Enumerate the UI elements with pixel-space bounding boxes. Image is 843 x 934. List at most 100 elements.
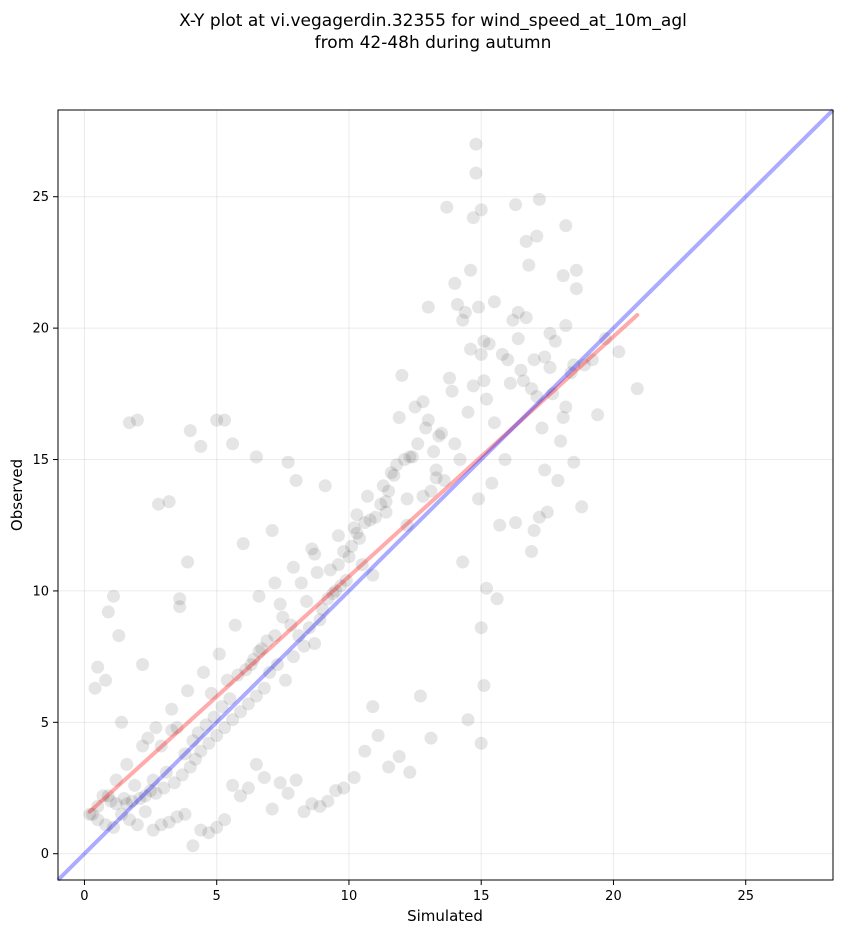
scatter-point [128, 778, 142, 792]
scatter-point [194, 823, 208, 837]
scatter-point [286, 650, 300, 664]
scatter-point [313, 799, 327, 813]
scatter-point [474, 621, 488, 635]
scatter-point [464, 342, 478, 356]
scatter-point [477, 374, 491, 388]
scatter-point [273, 597, 287, 611]
scatter-point [461, 713, 475, 727]
scatter-point [556, 269, 570, 283]
scatter-point [220, 673, 234, 687]
scatter-point [472, 300, 486, 314]
scatter-point [575, 500, 589, 514]
scatter-point [411, 437, 425, 451]
scatter-point [223, 692, 237, 706]
x-axis-ticks: 0 5 10 15 20 25 [80, 880, 754, 904]
scatter-point [466, 211, 480, 225]
scatter-point [469, 137, 483, 151]
scatter-point [567, 455, 581, 469]
scatter-point [207, 710, 221, 724]
scatter-point [559, 219, 573, 233]
scatter-point [257, 771, 271, 784]
scatter-point [138, 789, 152, 803]
scatter-point [554, 434, 568, 448]
scatter-point [474, 347, 488, 361]
scatter-point [130, 818, 144, 832]
scatter-point [300, 594, 314, 608]
scatter-point [419, 421, 433, 435]
x-tick-label: 5 [213, 889, 221, 904]
scatter-point [109, 797, 123, 811]
scatter-point [122, 813, 136, 827]
scatter-point [183, 424, 197, 438]
scatter-point [91, 660, 105, 674]
scatter-point [382, 760, 396, 774]
scatter-point [538, 350, 552, 364]
scatter-point [421, 300, 435, 314]
scatter-point [157, 781, 171, 795]
scatter-point [244, 658, 258, 671]
scatter-point [234, 705, 247, 719]
scatter-point [535, 421, 549, 435]
scatter-point [286, 560, 300, 574]
scatter-point [392, 411, 406, 424]
scatter-points [83, 137, 644, 853]
scatter-point [249, 689, 263, 703]
scatter-point [99, 818, 113, 832]
scatter-point [141, 731, 155, 745]
scatter-point [202, 736, 216, 750]
scatter-point [210, 820, 224, 834]
scatter-point [181, 684, 195, 698]
scatter-point [453, 453, 467, 466]
scatter-point [445, 384, 459, 398]
scatter-point [138, 805, 152, 819]
scatter-point [241, 781, 255, 795]
scatter-point [337, 781, 351, 795]
scatter-point [472, 492, 486, 506]
scatter-point [527, 524, 541, 537]
scatter-point [159, 765, 173, 779]
scatter-point [152, 497, 165, 511]
scatter-point [342, 550, 356, 564]
scatter-point [178, 807, 192, 821]
scatter-point [318, 479, 332, 493]
scatter-point [101, 789, 115, 803]
scatter-point [252, 644, 266, 658]
y-tick-label: 10 [32, 584, 49, 599]
scatter-point [120, 797, 134, 811]
scatter-point [260, 634, 274, 648]
scatter-point [186, 734, 200, 748]
chart-title-line-1: X-Y plot at vi.vegagerdin.32355 for wind… [179, 11, 687, 31]
scatter-point [567, 358, 581, 372]
y-tick-label: 0 [41, 847, 49, 862]
scatter-point [202, 826, 216, 840]
scatter-point [263, 665, 277, 679]
scatter-point [347, 521, 361, 535]
scatter-point [162, 495, 176, 509]
x-tick-label: 10 [341, 889, 358, 904]
scatter-point [265, 802, 279, 816]
scatter-point [569, 282, 583, 296]
scatter-point [392, 750, 406, 763]
scatter-point [334, 579, 348, 593]
y-axis-ticks: 0 5 10 15 20 25 [32, 190, 58, 862]
scatter-point [501, 353, 515, 367]
scatter-point [339, 573, 353, 587]
scatter-point [461, 405, 475, 419]
scatter-point [91, 813, 105, 827]
scatter-point [308, 547, 322, 561]
scatter-point [424, 731, 438, 745]
scatter-point [109, 773, 123, 787]
scatter-point [323, 563, 337, 577]
scatter-point [271, 658, 284, 671]
fit-line [87, 312, 640, 814]
scatter-point [540, 505, 554, 519]
scatter-point [170, 721, 184, 735]
scatter-point [228, 618, 242, 632]
y-tick-label: 20 [32, 322, 49, 337]
scatter-point [199, 718, 213, 732]
scatter-point [331, 558, 345, 572]
scatter-point [585, 353, 599, 367]
scatter-point [181, 555, 195, 569]
scatter-point [366, 568, 380, 582]
